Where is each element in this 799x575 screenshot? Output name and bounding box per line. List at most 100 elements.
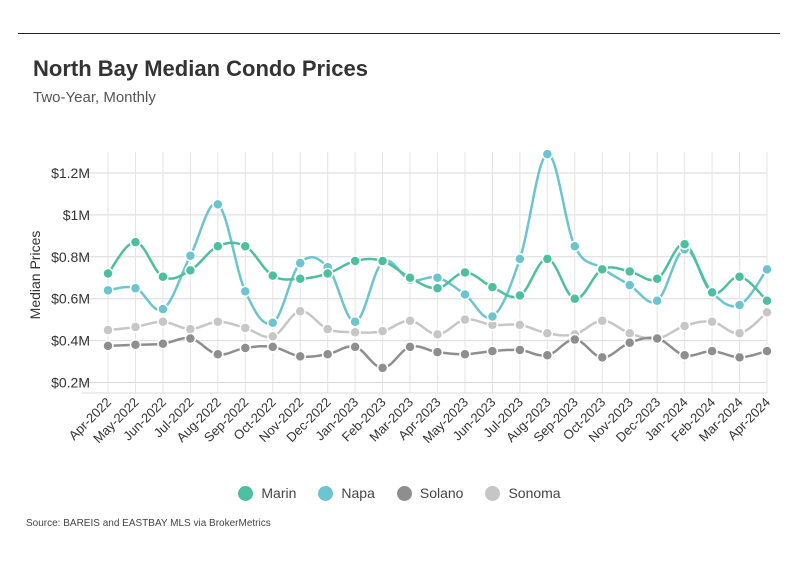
data-point-solano xyxy=(404,341,416,353)
data-point-solano xyxy=(706,345,718,357)
data-point-napa xyxy=(569,240,581,253)
legend-item-marin: Marin xyxy=(238,485,296,501)
top-rule xyxy=(18,33,780,34)
y-axis-label: Median Prices xyxy=(27,231,43,320)
data-point-sonoma xyxy=(706,315,718,328)
data-point-sonoma xyxy=(267,330,279,343)
data-point-napa xyxy=(651,295,663,307)
legend-label: Napa xyxy=(341,485,375,501)
data-point-marin xyxy=(404,271,416,284)
legend-swatch xyxy=(396,485,412,501)
data-point-solano xyxy=(376,362,389,374)
data-point-solano xyxy=(541,349,554,362)
data-point-marin xyxy=(706,286,718,299)
data-point-solano xyxy=(212,348,224,360)
data-point-napa xyxy=(102,284,114,297)
data-point-marin xyxy=(102,267,114,280)
data-point-marin xyxy=(129,236,142,248)
y-tick-label: $0.8M xyxy=(51,249,90,265)
source-note: Source: BAREIS and EASTBAY MLS via Broke… xyxy=(26,518,271,529)
data-point-marin xyxy=(321,267,334,280)
data-point-solano xyxy=(102,340,114,352)
data-point-marin xyxy=(459,266,471,279)
data-point-marin xyxy=(514,289,526,302)
data-point-solano xyxy=(431,346,444,358)
data-point-sonoma xyxy=(404,314,416,327)
data-point-sonoma xyxy=(129,321,142,333)
data-point-napa xyxy=(733,299,746,311)
chart-subtitle: Two-Year, Monthly xyxy=(33,89,156,106)
data-point-marin xyxy=(349,255,361,267)
data-point-solano xyxy=(321,348,334,360)
y-tick-label: $0.6M xyxy=(51,291,90,307)
data-point-napa xyxy=(294,257,306,269)
data-point-marin xyxy=(376,255,389,267)
data-point-solano xyxy=(459,348,471,360)
data-point-sonoma xyxy=(678,320,691,332)
data-point-napa xyxy=(459,288,471,301)
data-point-solano xyxy=(569,333,581,346)
data-point-marin xyxy=(733,270,746,283)
legend: Marin Napa Solano Sonoma xyxy=(0,485,799,501)
data-point-sonoma xyxy=(184,323,197,335)
legend-label: Marin xyxy=(261,485,297,501)
data-point-solano xyxy=(157,338,169,350)
data-point-sonoma xyxy=(376,325,389,337)
data-point-napa xyxy=(486,310,499,323)
data-point-sonoma xyxy=(623,327,636,340)
data-point-sonoma xyxy=(349,326,361,338)
data-point-sonoma xyxy=(459,313,471,326)
data-point-marin xyxy=(541,253,554,265)
data-point-marin xyxy=(678,238,691,250)
data-point-napa xyxy=(267,317,279,329)
data-point-napa xyxy=(514,253,526,265)
legend-item-solano: Solano xyxy=(396,485,464,501)
series-points xyxy=(102,148,773,374)
legend-swatch xyxy=(318,485,334,501)
data-point-solano xyxy=(761,345,773,357)
legend-item-napa: Napa xyxy=(318,485,375,501)
data-point-solano xyxy=(486,345,499,357)
data-point-marin xyxy=(431,282,444,294)
data-point-marin xyxy=(761,295,773,307)
data-point-sonoma xyxy=(239,322,252,334)
legend-label: Sonoma xyxy=(508,485,561,501)
data-point-napa xyxy=(157,303,169,315)
data-point-solano xyxy=(678,349,691,362)
data-point-solano xyxy=(349,341,361,353)
data-point-marin xyxy=(184,264,197,277)
data-point-sonoma xyxy=(541,327,554,340)
data-point-marin xyxy=(157,270,169,283)
data-point-marin xyxy=(623,265,636,278)
data-point-sonoma xyxy=(321,323,334,335)
data-point-marin xyxy=(596,263,608,276)
data-point-napa xyxy=(239,285,252,298)
y-axis-ticks: $0.2M $0.4M $0.6M $0.8M $1M $1.2M xyxy=(51,165,90,391)
data-point-napa xyxy=(623,279,636,291)
x-axis-ticks: Apr-2022May-2022Jun-2022Jul-2022Aug-2022… xyxy=(66,395,773,446)
data-point-sonoma xyxy=(157,315,169,328)
y-tick-label: $0.4M xyxy=(51,333,90,349)
data-point-solano xyxy=(239,342,252,354)
data-point-solano xyxy=(184,332,197,345)
data-point-napa xyxy=(541,148,554,160)
data-point-marin xyxy=(239,240,252,253)
data-point-napa xyxy=(212,198,224,211)
data-point-sonoma xyxy=(294,305,306,318)
data-point-marin xyxy=(267,269,279,282)
data-point-sonoma xyxy=(761,306,773,319)
data-point-marin xyxy=(651,273,663,285)
data-point-sonoma xyxy=(102,324,114,336)
legend-label: Solano xyxy=(419,485,464,501)
data-point-solano xyxy=(733,351,746,364)
legend-item-sonoma: Sonoma xyxy=(485,485,561,501)
legend-swatch xyxy=(485,485,501,501)
data-point-sonoma xyxy=(514,319,526,331)
data-point-solano xyxy=(596,351,608,364)
data-point-sonoma xyxy=(596,314,608,327)
data-point-marin xyxy=(569,292,581,305)
data-point-solano xyxy=(129,339,142,351)
legend-swatch xyxy=(238,485,254,501)
data-point-napa xyxy=(431,271,444,284)
